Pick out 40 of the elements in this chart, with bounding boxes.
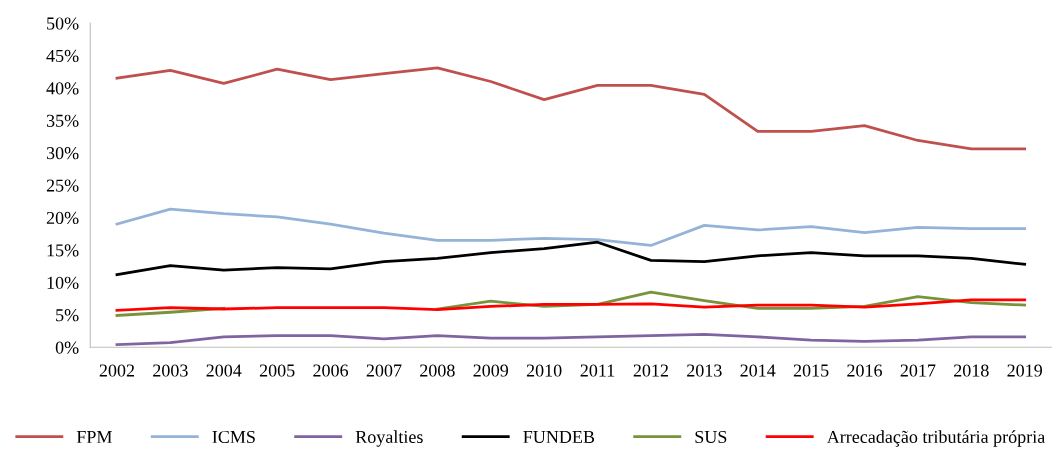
x-tick-label: 2018 bbox=[954, 364, 989, 377]
x-tick-label: 2006 bbox=[313, 364, 349, 377]
x-tick-label: 2008 bbox=[420, 364, 455, 377]
y-tick-label: 30% bbox=[46, 147, 79, 160]
x-tick-label: 2011 bbox=[580, 364, 615, 377]
line-series bbox=[115, 298, 1027, 312]
legend-label: FPM bbox=[76, 431, 112, 443]
y-tick-label: 10% bbox=[47, 276, 79, 289]
x-tick-label: 2010 bbox=[526, 364, 562, 377]
legend-label: FUNDEB bbox=[523, 431, 595, 444]
x-tick-label: 2019 bbox=[1007, 364, 1042, 377]
x-tick-label: 2012 bbox=[633, 364, 668, 377]
x-tick-label: 2015 bbox=[793, 364, 829, 377]
legend-label: Royalties bbox=[355, 430, 423, 447]
x-tick-label: 2016 bbox=[847, 364, 883, 377]
x-tick-label: 2003 bbox=[153, 364, 188, 377]
y-tick-label: 35% bbox=[46, 114, 79, 127]
line-series bbox=[115, 207, 1027, 247]
x-tick-label: 2009 bbox=[473, 364, 509, 377]
x-tick-label: 2002 bbox=[99, 364, 135, 377]
y-tick-label: 40% bbox=[46, 82, 79, 95]
y-tick-label: 15% bbox=[47, 244, 79, 257]
legend-label: ICMS bbox=[212, 430, 255, 444]
y-tick-label: 0% bbox=[55, 341, 79, 354]
line-series bbox=[115, 332, 1027, 347]
x-tick-label: 2007 bbox=[366, 364, 402, 377]
x-tick-label: 2005 bbox=[259, 364, 295, 377]
x-tick-label: 2004 bbox=[206, 364, 242, 377]
y-tick-label: 5% bbox=[56, 309, 79, 322]
legend-label: SUS bbox=[695, 430, 727, 444]
y-tick-label: 50% bbox=[47, 17, 79, 30]
legend-label: Arrecadação tributária própria bbox=[826, 430, 1045, 447]
x-tick-label: 2013 bbox=[687, 364, 722, 377]
x-tick-label: 2014 bbox=[740, 364, 776, 377]
y-tick-label: 20% bbox=[46, 211, 79, 225]
y-tick-label: 25% bbox=[46, 179, 79, 192]
line-series bbox=[115, 240, 1027, 277]
x-tick-label: 2017 bbox=[900, 364, 936, 377]
line-series bbox=[115, 66, 1027, 151]
y-tick-label: 45% bbox=[46, 49, 79, 63]
